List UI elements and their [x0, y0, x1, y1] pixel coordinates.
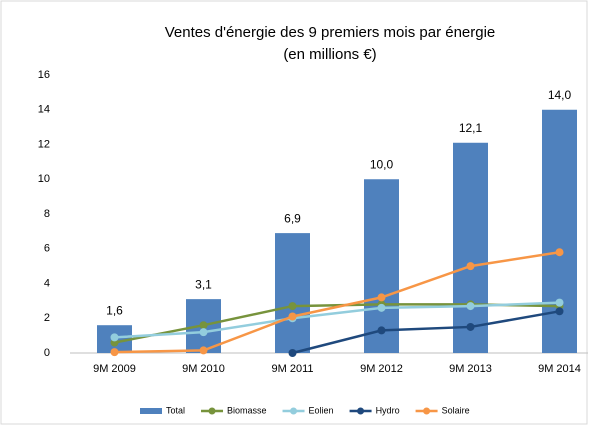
- marker: [199, 321, 208, 330]
- y-tick-label: 16: [38, 69, 50, 81]
- x-tick-label: 9M 2013: [449, 363, 492, 375]
- marker: [466, 262, 475, 271]
- legend-label: Biomasse: [227, 405, 267, 415]
- marker: [199, 346, 208, 355]
- y-tick-label: 2: [44, 312, 50, 324]
- marker: [377, 326, 386, 335]
- marker: [199, 328, 208, 337]
- line: [114, 301, 560, 339]
- legend-marker: [357, 407, 365, 415]
- value-label: 3,1: [195, 277, 212, 291]
- value-label: 1,6: [106, 303, 123, 317]
- marker: [555, 248, 564, 257]
- bar: [453, 142, 488, 353]
- marker: [288, 302, 297, 311]
- value-label: 14,0: [548, 88, 572, 102]
- marker: [288, 349, 297, 357]
- y-tick-label: 12: [38, 138, 50, 150]
- chart-subtitle: (en millions €): [283, 46, 376, 63]
- legend-swatch: [140, 408, 162, 414]
- bar: [275, 233, 310, 353]
- marker: [110, 333, 119, 342]
- chart-title: Ventes d'énergie des 9 premiers mois par…: [165, 24, 496, 41]
- value-label: 10,0: [370, 157, 394, 171]
- value-label: 6,9: [284, 211, 301, 225]
- value-label: 12,1: [459, 121, 483, 135]
- legend-label: Solaire: [442, 405, 470, 415]
- marker: [377, 293, 386, 302]
- x-tick-label: 9M 2010: [182, 363, 225, 375]
- y-tick-label: 14: [38, 104, 50, 116]
- marker: [377, 303, 386, 312]
- x-tick-label: 9M 2012: [360, 363, 403, 375]
- marker: [466, 322, 475, 331]
- legend-label: Eolien: [309, 405, 334, 415]
- legend-label: Total: [166, 405, 185, 415]
- legend-marker: [290, 407, 298, 415]
- marker: [110, 348, 119, 357]
- y-tick-label: 0: [44, 347, 50, 359]
- x-tick-label: 9M 2014: [538, 363, 581, 375]
- y-tick-label: 8: [44, 208, 50, 220]
- y-tick-label: 4: [44, 277, 50, 289]
- x-tick-label: 9M 2011: [272, 363, 314, 375]
- bar: [364, 179, 399, 353]
- line: [292, 310, 560, 355]
- marker: [555, 298, 564, 307]
- legend-label: Hydro: [376, 405, 400, 415]
- y-tick-label: 6: [44, 243, 50, 255]
- bar: [542, 109, 577, 353]
- line: [114, 250, 560, 354]
- y-tick-label: 10: [38, 173, 50, 185]
- marker: [555, 307, 564, 316]
- legend-marker: [208, 407, 216, 415]
- marker: [288, 312, 297, 321]
- x-tick-label: 9M 2009: [93, 363, 136, 375]
- legend-marker: [423, 407, 431, 415]
- marker: [466, 302, 475, 311]
